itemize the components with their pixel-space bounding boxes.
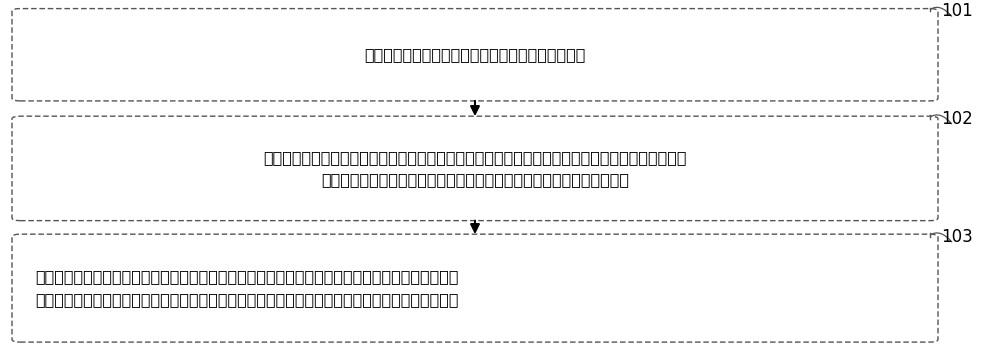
FancyBboxPatch shape [12,234,938,342]
FancyBboxPatch shape [12,116,938,221]
Text: 101: 101 [941,2,973,21]
Text: 103: 103 [941,228,973,246]
FancyBboxPatch shape [12,9,938,101]
Text: 102: 102 [941,110,973,128]
Text: 再用一支转速同步传感器来实时监测转子转速；对所有传感器信号进行高速信号采集和电路模块处理: 再用一支转速同步传感器来实时监测转子转速；对所有传感器信号进行高速信号采集和电路… [35,269,458,284]
Text: 采用两支光纤束式定时传感器，定时传感器中的发射光纤发出两束不同波长的自准直出射光；而定时: 采用两支光纤束式定时传感器，定时传感器中的发射光纤发出两束不同波长的自准直出射光… [263,150,687,165]
Text: ，通过全光纤叶尖定时的叶尖间隙测量系统的数学模型即可通过上位机反算出传感器端面与叶尖间距: ，通过全光纤叶尖定时的叶尖间隙测量系统的数学模型即可通过上位机反算出传感器端面与… [35,292,458,307]
Text: 将三角法中长度量的测量转化为叶尖定时信号的测量: 将三角法中长度量的测量转化为叶尖定时信号的测量 [364,47,586,62]
Text: 传感器中的接收光纤则接收叶片来临测量区域和离开测量区域的时刻信号: 传感器中的接收光纤则接收叶片来临测量区域和离开测量区域的时刻信号 [321,172,629,187]
